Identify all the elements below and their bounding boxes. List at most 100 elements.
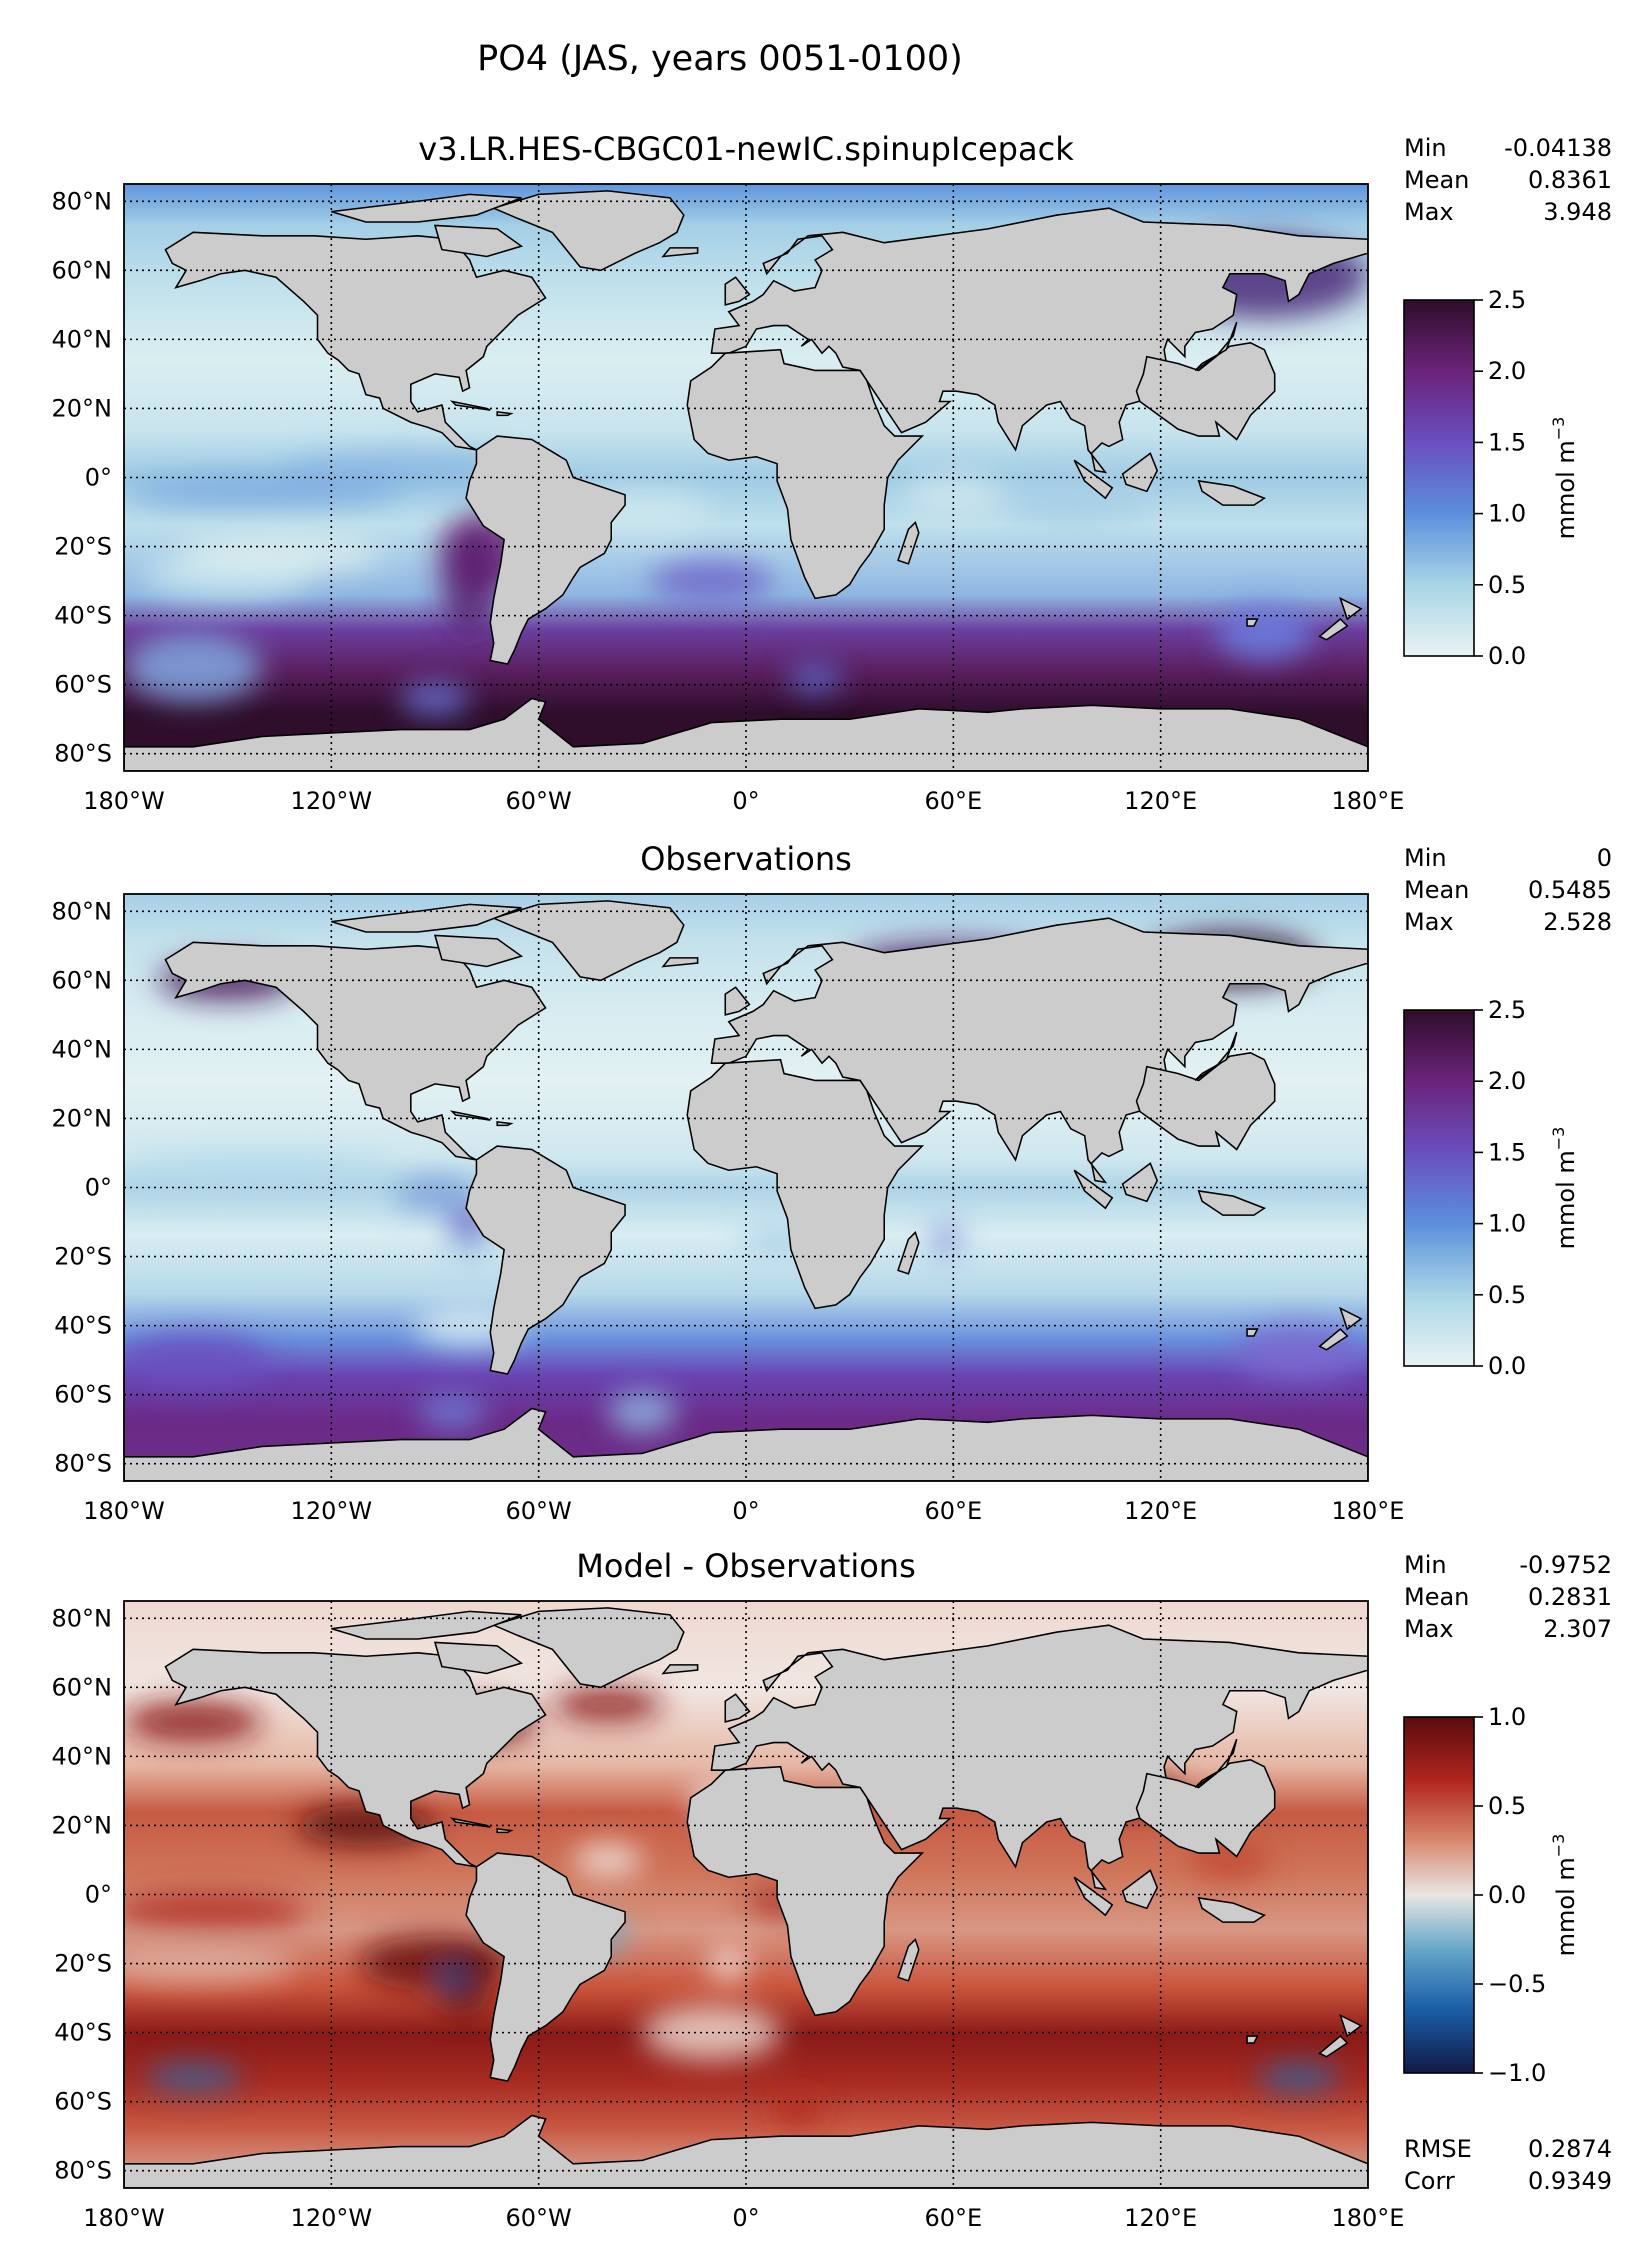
stat-value: 0 bbox=[1597, 844, 1612, 872]
lon-tick-label: 60°E bbox=[924, 2204, 982, 2232]
stats-block: Min 0 Mean 0.5485 Max 2.528 bbox=[1404, 844, 1612, 936]
colorbar-tick-label: 0.5 bbox=[1488, 1792, 1526, 1820]
lon-tick-label: 180°E bbox=[1332, 787, 1405, 815]
graticule bbox=[124, 1601, 1368, 2188]
colorbar-tick-label: 0.0 bbox=[1488, 1881, 1526, 1909]
lon-tick-label: 60°W bbox=[506, 2204, 572, 2232]
colorbar-label: mmol m−3 bbox=[1549, 1834, 1580, 1957]
stat-label: Mean bbox=[1404, 166, 1469, 194]
colorbar-tick-label: 0.0 bbox=[1488, 642, 1526, 670]
lat-tick-label: 20°N bbox=[52, 1104, 113, 1132]
lon-tick-label: 120°W bbox=[291, 787, 373, 815]
lat-tick-label: 40°N bbox=[52, 325, 113, 353]
stat-label: Max bbox=[1404, 908, 1454, 936]
colorbar-tick-label: 2.0 bbox=[1488, 1067, 1526, 1095]
lat-tick-label: 40°N bbox=[52, 1035, 113, 1063]
field-obs bbox=[124, 894, 1368, 1481]
stat-value: 0.2831 bbox=[1528, 1583, 1612, 1611]
colorbar-tick-label: 0.5 bbox=[1488, 1281, 1526, 1309]
map-panel-model: v3.LR.HES-CBGC01-newIC.spinupIcepack 180°… bbox=[52, 130, 1613, 815]
lat-tick-label: 0° bbox=[85, 464, 112, 492]
stat-label: Mean bbox=[1404, 876, 1469, 904]
colorbar: 0.0 0.5 1.0 1.5 2.0 2.5 mmol m−3 bbox=[1403, 996, 1580, 1380]
stat-label: Mean bbox=[1404, 1583, 1469, 1611]
colorbar-tick-label: 2.5 bbox=[1488, 996, 1526, 1024]
stat-value: 0.8361 bbox=[1528, 166, 1612, 194]
stat-label: RMSE bbox=[1404, 2135, 1472, 2163]
lat-tick-label: 0° bbox=[85, 1174, 112, 1202]
lon-tick-label: 180°W bbox=[83, 2204, 165, 2232]
lat-tick-label: 80°N bbox=[52, 187, 113, 215]
lon-tick-label: 120°E bbox=[1124, 787, 1197, 815]
map-panel-obs: Observations 180°W 120°W 60°W 0° 60°E 120°E 180… bbox=[52, 840, 1613, 1525]
stat-value: -0.04138 bbox=[1504, 134, 1612, 162]
lat-tick-label: 60°S bbox=[54, 1381, 112, 1409]
lon-tick-label: 120°E bbox=[1124, 1497, 1197, 1525]
map-frame bbox=[123, 893, 1369, 1482]
colorbar-gradient bbox=[1403, 1009, 1475, 1367]
lat-tick-label: 80°N bbox=[52, 897, 113, 925]
lon-tick-label: 60°E bbox=[924, 1497, 982, 1525]
lon-tick-label: 120°E bbox=[1124, 2204, 1197, 2232]
colorbar-gradient bbox=[1403, 1716, 1475, 2074]
lat-tick-label: 60°N bbox=[52, 966, 113, 994]
graticule bbox=[124, 184, 1368, 771]
colorbar-label: mmol m−3 bbox=[1549, 417, 1580, 540]
lon-tick-label: 120°W bbox=[291, 2204, 373, 2232]
map-panel-diff: Model - Observations 180°W 120°W 60°W 0° 60°E… bbox=[52, 1547, 1613, 2232]
lat-tick-label: 20°S bbox=[54, 533, 112, 561]
stat-value: 0.9349 bbox=[1528, 2167, 1612, 2195]
lat-tick-label: 60°S bbox=[54, 2088, 112, 2116]
stat-value: -0.9752 bbox=[1519, 1551, 1612, 1579]
colorbar: 0.0 0.5 1.0 1.5 2.0 2.5 mmol m−3 bbox=[1403, 286, 1580, 670]
lat-tick-label: 80°N bbox=[52, 1604, 113, 1632]
lon-tick-label: 60°E bbox=[924, 787, 982, 815]
lat-tick-label: 20°N bbox=[52, 394, 113, 422]
lat-tick-label: 60°N bbox=[52, 1673, 113, 1701]
stat-label: Max bbox=[1404, 1615, 1454, 1643]
lat-tick-label: 80°S bbox=[54, 1450, 112, 1478]
lon-tick-label: 180°E bbox=[1332, 2204, 1405, 2232]
stat-label: Min bbox=[1404, 1551, 1447, 1579]
colorbar-gradient bbox=[1403, 299, 1475, 657]
lat-tick-label: 40°S bbox=[54, 602, 112, 630]
stat-label: Corr bbox=[1404, 2167, 1455, 2195]
stats-block: Min -0.04138 Mean 0.8361 Max 3.948 bbox=[1404, 134, 1612, 226]
colorbar: −1.0 −0.5 0.0 0.5 1.0 mmol m−3 bbox=[1403, 1703, 1580, 2087]
stat-value: 3.948 bbox=[1543, 198, 1612, 226]
colorbar-tick-label: 0.5 bbox=[1488, 571, 1526, 599]
stat-label: Min bbox=[1404, 844, 1447, 872]
lon-tick-label: 0° bbox=[732, 2204, 759, 2232]
lat-tick-label: 40°S bbox=[54, 1312, 112, 1340]
lat-tick-label: 40°N bbox=[52, 1742, 113, 1770]
lon-tick-label: 0° bbox=[732, 1497, 759, 1525]
stat-label: Max bbox=[1404, 198, 1454, 226]
lon-tick-label: 60°W bbox=[506, 1497, 572, 1525]
field-model bbox=[124, 184, 1368, 771]
colorbar-tick-label: −1.0 bbox=[1488, 2059, 1546, 2087]
stat-value: 2.528 bbox=[1543, 908, 1612, 936]
figure-title: PO4 (JAS, years 0051-0100) bbox=[477, 39, 963, 79]
stat-value: 2.307 bbox=[1543, 1615, 1612, 1643]
colorbar-tick-label: 1.0 bbox=[1488, 1210, 1526, 1238]
colorbar-tick-label: 2.5 bbox=[1488, 286, 1526, 314]
map-frame bbox=[123, 1600, 1369, 2189]
lon-tick-label: 60°W bbox=[506, 787, 572, 815]
graticule bbox=[124, 894, 1368, 1481]
stat-value: 0.5485 bbox=[1528, 876, 1612, 904]
lat-tick-label: 60°S bbox=[54, 671, 112, 699]
stats-block: Min -0.9752 Mean 0.2831 Max 2.307 RMSE 0.2874 Co… bbox=[1404, 1551, 1612, 2195]
lat-tick-label: 20°S bbox=[54, 1243, 112, 1271]
lat-tick-label: 80°S bbox=[54, 740, 112, 768]
lat-tick-label: 80°S bbox=[54, 2157, 112, 2185]
lon-tick-label: 180°W bbox=[83, 1497, 165, 1525]
colorbar-tick-label: −0.5 bbox=[1488, 1970, 1546, 1998]
colorbar-tick-label: 1.5 bbox=[1488, 1138, 1526, 1166]
field-diff bbox=[124, 1601, 1368, 2188]
colorbar-tick-label: 1.5 bbox=[1488, 428, 1526, 456]
lon-tick-label: 0° bbox=[732, 787, 759, 815]
lat-tick-label: 0° bbox=[85, 1881, 112, 1909]
colorbar-tick-label: 1.0 bbox=[1488, 1703, 1526, 1731]
lat-tick-label: 60°N bbox=[52, 256, 113, 284]
